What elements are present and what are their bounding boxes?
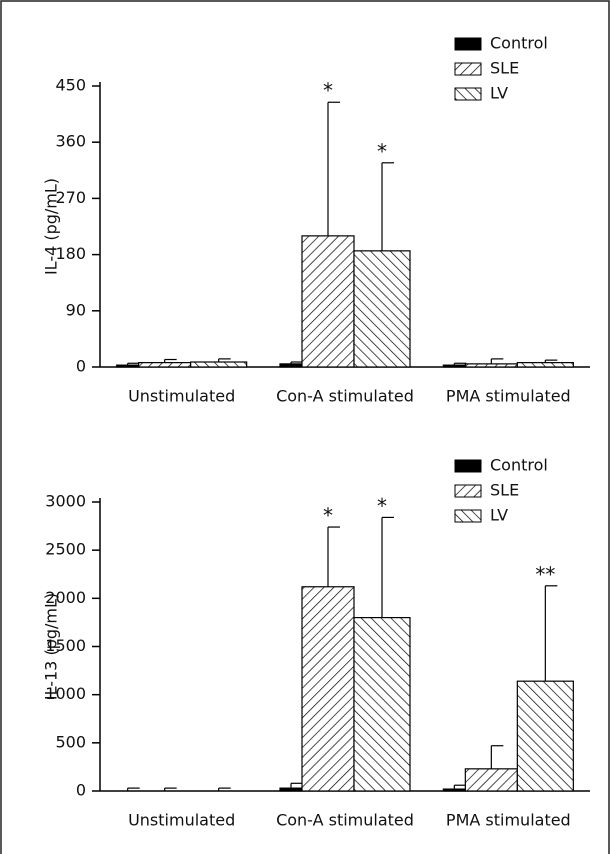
bar: [516, 680, 574, 792]
legend-label: SLE: [490, 481, 519, 500]
y-tick-label: 180: [55, 244, 86, 263]
legend-label: Control: [490, 34, 548, 53]
x-tick-label: PMA stimulated: [446, 811, 571, 830]
legend-swatch: [454, 459, 482, 473]
y-tick-label: 3000: [45, 492, 86, 511]
y-tick-label: 360: [55, 132, 86, 151]
y-tick-label: 500: [55, 732, 86, 751]
legend-label: LV: [490, 84, 508, 103]
bar: [279, 787, 303, 792]
y-tick-label: 450: [55, 76, 86, 95]
legend-label: Control: [490, 456, 548, 475]
legend-swatch: [454, 484, 482, 498]
legend-swatch: [454, 509, 482, 523]
bar: [190, 361, 248, 368]
y-axis-label: IL-4 (pg/mL): [42, 178, 61, 275]
legend-swatch: [454, 62, 482, 76]
annotation: *: [377, 139, 387, 163]
annotation: *: [323, 504, 333, 528]
bar: [138, 362, 192, 368]
annotation: **: [535, 562, 555, 586]
annotation: *: [377, 494, 387, 518]
bar: [516, 362, 574, 368]
legend-label: LV: [490, 506, 508, 525]
x-tick-label: Con-A stimulated: [276, 387, 414, 406]
bar: [353, 250, 411, 368]
bar: [353, 616, 411, 792]
y-tick-label: 2000: [45, 588, 86, 607]
bar: [301, 586, 355, 792]
x-tick-label: Unstimulated: [128, 811, 235, 830]
x-tick-label: PMA stimulated: [446, 387, 571, 406]
x-tick-label: Unstimulated: [128, 387, 235, 406]
legend-label: SLE: [490, 59, 519, 78]
y-axis-label: IL-13 (pg/mL): [42, 593, 61, 700]
y-tick-label: 2500: [45, 540, 86, 559]
y-tick-label: 0: [76, 781, 86, 800]
y-tick-label: 270: [55, 188, 86, 207]
bar: [464, 768, 518, 792]
bar: [442, 788, 466, 792]
legend-swatch: [454, 37, 482, 51]
annotation: *: [323, 79, 333, 103]
y-tick-label: 1000: [45, 684, 86, 703]
x-tick-label: Con-A stimulated: [276, 811, 414, 830]
bar: [301, 235, 355, 368]
bar: [116, 364, 140, 368]
bar: [464, 363, 518, 368]
y-tick-label: 0: [76, 357, 86, 376]
bar: [279, 363, 303, 368]
y-tick-label: 90: [66, 300, 86, 319]
legend-swatch: [454, 87, 482, 101]
bar: [442, 364, 466, 368]
y-tick-label: 1500: [45, 636, 86, 655]
